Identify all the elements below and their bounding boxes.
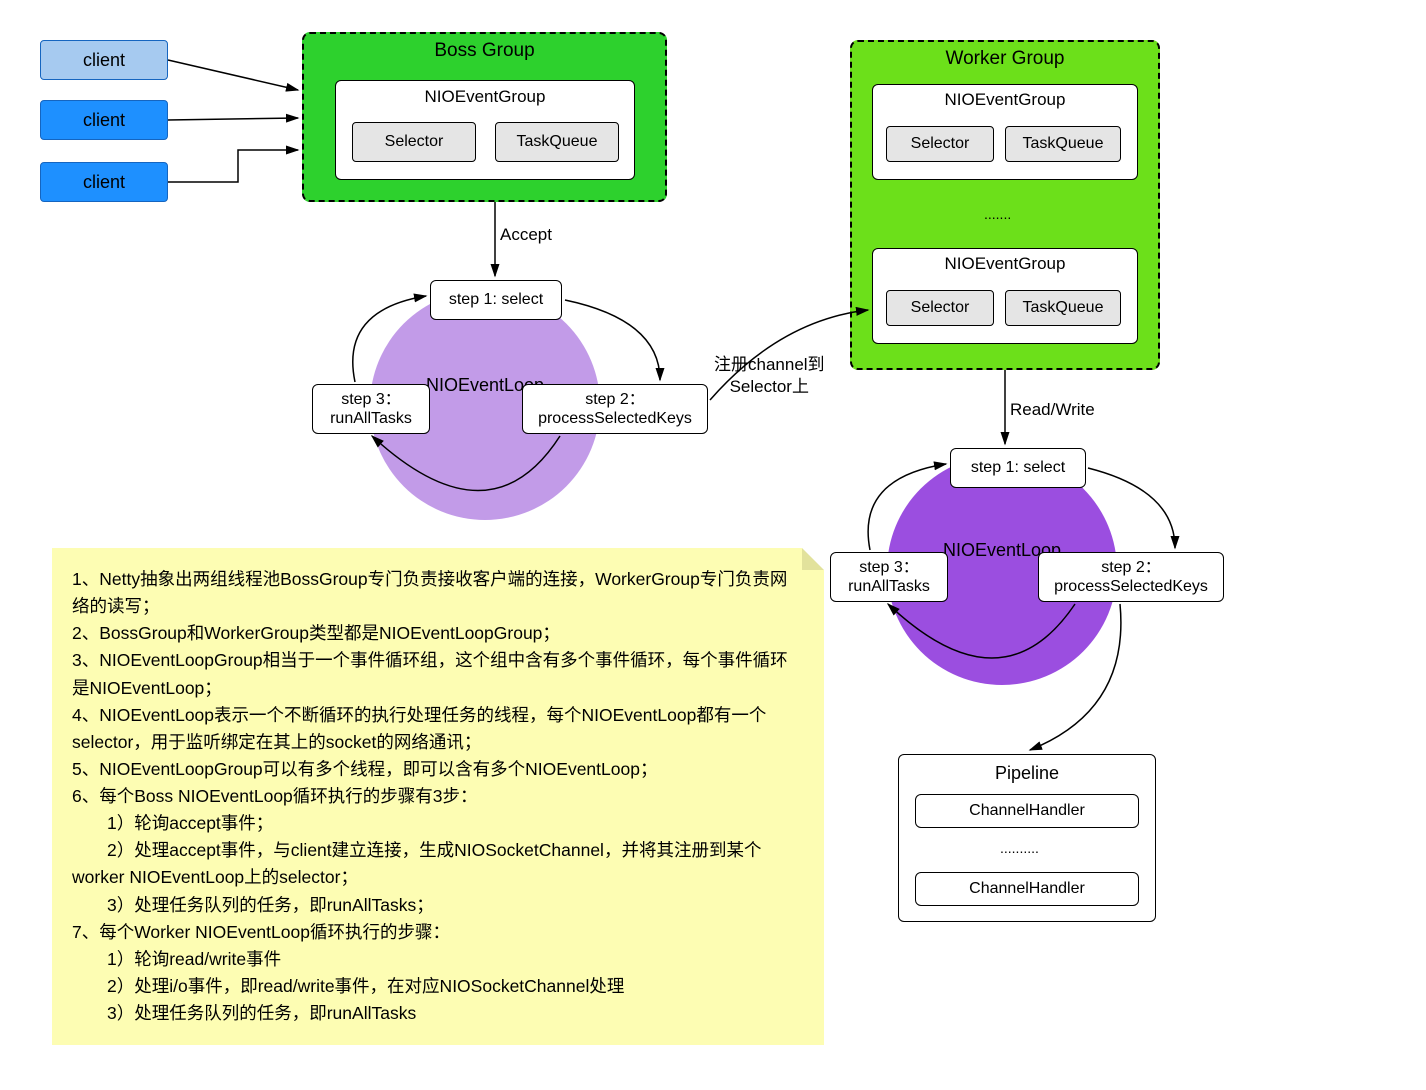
worker-ellipsis: ....... bbox=[984, 206, 1011, 222]
boss-group-title: Boss Group bbox=[304, 34, 665, 62]
channel-handler-2: ChannelHandler bbox=[915, 872, 1139, 906]
worker-group-title: Worker Group bbox=[852, 42, 1158, 70]
note-line-11: 2）处理i/o事件，即read/write事件，在对应NIOSocketChan… bbox=[72, 973, 804, 1000]
loop2-step1-label: step 1: select bbox=[971, 459, 1065, 477]
note-line-6: 1）轮询accept事件； bbox=[72, 810, 804, 837]
loop1-step1: step 1: select bbox=[430, 280, 562, 320]
worker-top-taskqueue: TaskQueue bbox=[1005, 126, 1121, 162]
worker-bottom-taskqueue-label: TaskQueue bbox=[1023, 299, 1104, 317]
loop1-step3-l1: step 3： bbox=[341, 390, 401, 409]
note-line-1: 2、BossGroup和WorkerGroup类型都是NIOEventLoopG… bbox=[72, 620, 804, 647]
note-line-7: 2）处理accept事件，与client建立连接，生成NIOSocketChan… bbox=[72, 837, 804, 891]
loop2-step2: step 2： processSelectedKeys bbox=[1038, 552, 1224, 602]
boss-selector: Selector bbox=[352, 122, 476, 162]
boss-inner-title: NIOEventGroup bbox=[336, 81, 634, 107]
worker-inner-bottom-title: NIOEventGroup bbox=[873, 249, 1137, 274]
note-line-10: 1）轮询read/write事件 bbox=[72, 946, 804, 973]
pipeline-ellipsis: .......... bbox=[1000, 840, 1039, 856]
worker-top-selector: Selector bbox=[886, 126, 994, 162]
loop1-step2: step 2： processSelectedKeys bbox=[522, 384, 708, 434]
note-line-5: 6、每个Boss NIOEventLoop循环执行的步骤有3步： bbox=[72, 783, 804, 810]
boss-taskqueue: TaskQueue bbox=[495, 122, 619, 162]
explanation-note: 1、Netty抽象出两组线程池BossGroup专门负责接收客户端的连接，Wor… bbox=[52, 548, 824, 1045]
note-line-0: 1、Netty抽象出两组线程池BossGroup专门负责接收客户端的连接，Wor… bbox=[72, 566, 804, 620]
loop2-step3: step 3： runAllTasks bbox=[830, 552, 948, 602]
client-box-1: client bbox=[40, 40, 168, 80]
ch2-label: ChannelHandler bbox=[969, 880, 1085, 898]
loop1-step2-l2: processSelectedKeys bbox=[538, 409, 692, 428]
note-line-3: 4、NIOEventLoop表示一个不断循环的执行处理任务的线程，每个NIOEv… bbox=[72, 702, 804, 756]
channel-handler-1: ChannelHandler bbox=[915, 794, 1139, 828]
worker-bottom-selector: Selector bbox=[886, 290, 994, 326]
ch1-label: ChannelHandler bbox=[969, 802, 1085, 820]
note-line-4: 5、NIOEventLoopGroup可以有多个线程，即可以含有多个NIOEve… bbox=[72, 756, 804, 783]
loop2-step1: step 1: select bbox=[950, 448, 1086, 488]
loop1-step3-l2: runAllTasks bbox=[330, 409, 412, 428]
note-line-9: 7、每个Worker NIOEventLoop循环执行的步骤： bbox=[72, 919, 804, 946]
register-l1: 注册channel到 bbox=[714, 355, 825, 374]
worker-bottom-taskqueue: TaskQueue bbox=[1005, 290, 1121, 326]
client-box-3: client bbox=[40, 162, 168, 202]
loop2-step3-l1: step 3： bbox=[859, 558, 919, 577]
note-fold-icon bbox=[802, 548, 824, 570]
loop2-step2-l2: processSelectedKeys bbox=[1054, 577, 1208, 596]
client-label: client bbox=[83, 50, 125, 71]
boss-taskqueue-label: TaskQueue bbox=[517, 133, 598, 151]
boss-selector-label: Selector bbox=[385, 133, 444, 151]
loop1-step3: step 3： runAllTasks bbox=[312, 384, 430, 434]
client-label: client bbox=[83, 110, 125, 131]
loop2-step2-l1: step 2： bbox=[1101, 558, 1161, 577]
worker-top-taskqueue-label: TaskQueue bbox=[1023, 135, 1104, 153]
note-line-8: 3）处理任务队列的任务，即runAllTasks； bbox=[72, 892, 804, 919]
readwrite-label: Read/Write bbox=[1010, 400, 1095, 420]
client-label: client bbox=[83, 172, 125, 193]
client-box-2: client bbox=[40, 100, 168, 140]
loop2-step3-l2: runAllTasks bbox=[848, 577, 930, 596]
loop1-step2-l1: step 2： bbox=[585, 390, 645, 409]
worker-inner-top-title: NIOEventGroup bbox=[873, 85, 1137, 110]
loop1-step1-label: step 1: select bbox=[449, 291, 543, 309]
worker-top-selector-label: Selector bbox=[911, 135, 970, 153]
pipeline-title: Pipeline bbox=[995, 755, 1059, 784]
note-line-12: 3）处理任务队列的任务，即runAllTasks bbox=[72, 1000, 804, 1027]
accept-label: Accept bbox=[500, 225, 552, 245]
register-label: 注册channel到 Selector上 bbox=[714, 354, 825, 398]
worker-bottom-selector-label: Selector bbox=[911, 299, 970, 317]
register-l2: Selector上 bbox=[730, 377, 809, 396]
note-line-2: 3、NIOEventLoopGroup相当于一个事件循环组，这个组中含有多个事件… bbox=[72, 647, 804, 701]
